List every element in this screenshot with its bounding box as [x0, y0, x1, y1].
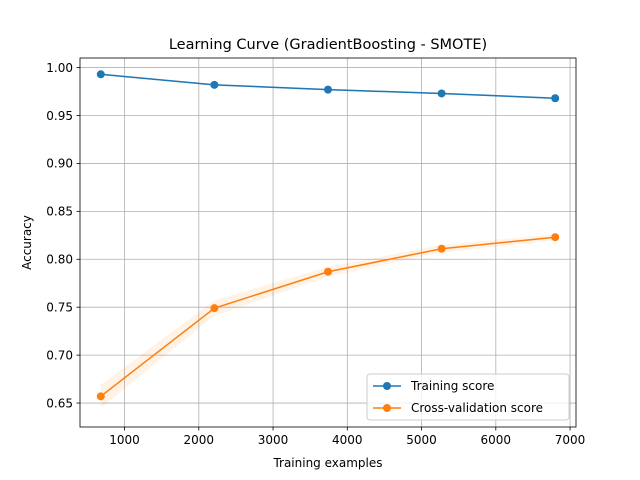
x-tick-label: 3000: [258, 433, 289, 447]
legend-label-cross-validation: Cross-validation score: [411, 401, 543, 415]
y-axis-title: Accuracy: [20, 215, 34, 270]
y-tick-label: 0.85: [46, 205, 73, 219]
chart-title: Learning Curve (GradientBoosting - SMOTE…: [169, 37, 487, 53]
y-tick-label: 0.65: [46, 396, 73, 410]
cross-validation-score-point: [96, 392, 105, 401]
training-score-point: [210, 80, 219, 89]
y-tick-label: 0.90: [46, 157, 73, 171]
y-tick-label: 0.70: [46, 348, 73, 362]
legend-marker-training: [383, 382, 391, 390]
x-tick-label: 5000: [406, 433, 437, 447]
training-score-point: [437, 89, 446, 98]
axis-ticks: 1000 2000 3000 4000 5000 6000 7000 0.65 0.70 0.75…: [46, 61, 585, 447]
legend-box: [366, 373, 570, 421]
y-tick-label: 0.80: [46, 253, 73, 267]
y-tick-label: 0.95: [46, 109, 73, 123]
training-score-point: [96, 70, 105, 79]
y-tick-label: 1.00: [46, 61, 73, 75]
training-score-point: [551, 94, 560, 103]
y-tick-label: 0.75: [46, 300, 73, 314]
plot-frame: [79, 57, 577, 428]
cross-validation-score-point: [324, 267, 332, 276]
legend: Training score Cross-validation score: [366, 373, 570, 421]
legend-marker-cross-validation: [383, 404, 391, 412]
legend-label-training: Training score: [410, 379, 494, 393]
x-tick-label: 7000: [555, 433, 586, 447]
x-tick-label: 1000: [109, 433, 140, 447]
x-tick-label: 2000: [184, 433, 215, 447]
x-tick-label: 6000: [481, 433, 512, 447]
cross-validation-score-point: [551, 233, 560, 242]
series-lines: [96, 70, 560, 401]
training-score-point: [324, 85, 332, 94]
plot-area: [80, 58, 576, 427]
x-tick-label: 4000: [332, 433, 363, 447]
cross-validation-score-point: [437, 244, 446, 253]
cross-validation-score-point: [210, 304, 219, 313]
x-axis-title: Training examples: [272, 456, 382, 470]
